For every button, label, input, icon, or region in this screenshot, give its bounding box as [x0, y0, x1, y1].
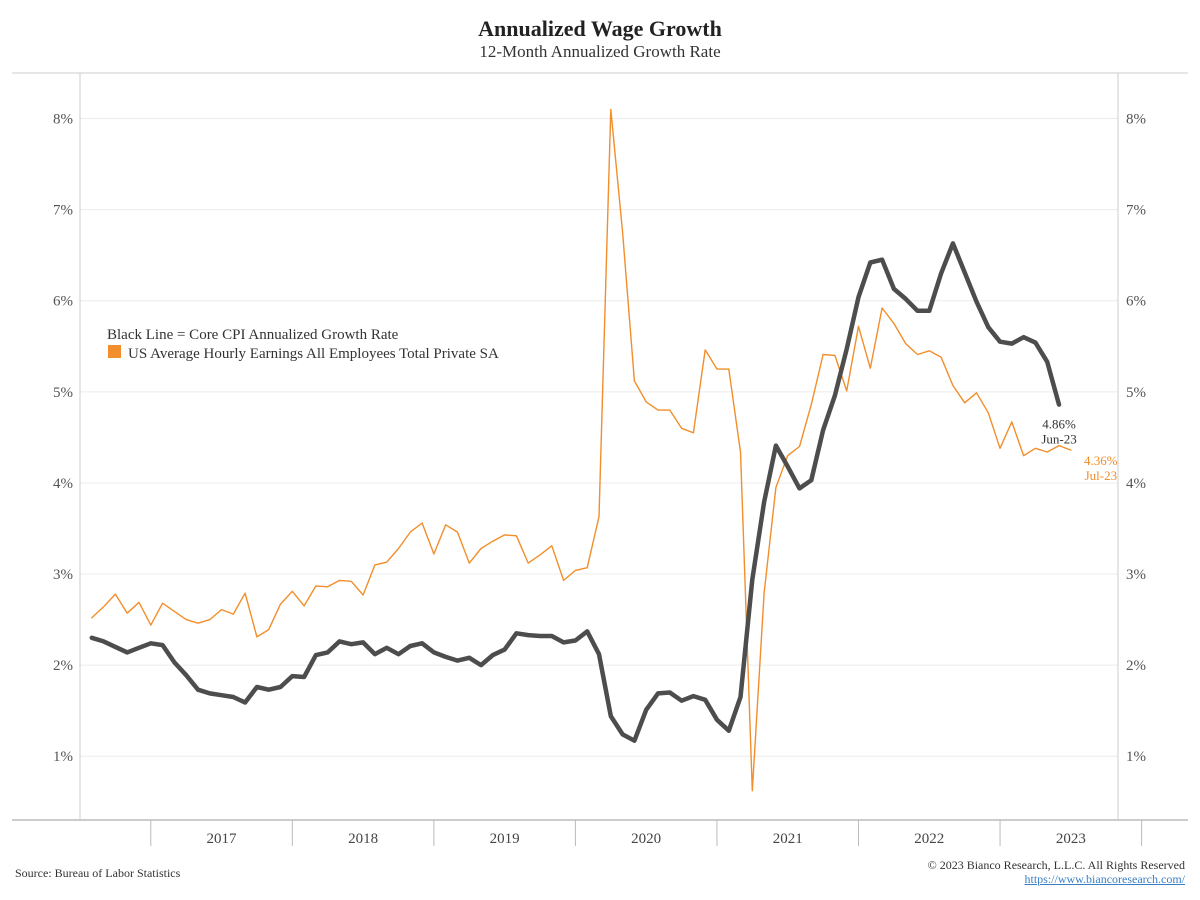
core-cpi-line — [89, 241, 1062, 743]
legend: Black Line = Core CPI Annualized Growth … — [107, 327, 499, 362]
chart-subtitle: 12-Month Annualized Growth Rate — [479, 42, 721, 61]
x-axis-ticks: 2017 2018 2019 2020 2021 2022 2023 — [150, 820, 1143, 847]
y-tick-label-right: 1% — [1126, 749, 1146, 765]
x-tick-label: 2021 — [773, 831, 803, 847]
website-link[interactable]: https://www.biancoresearch.com/ — [1024, 872, 1185, 886]
series-lines — [89, 108, 1072, 792]
y-tick-label-left: 6% — [53, 294, 73, 310]
y-tick-label-left: 8% — [53, 112, 73, 128]
end-annotations: 4.86%Jun-23 4.36%Jul-23 — [1041, 417, 1117, 484]
y-tick-label-left: 5% — [53, 385, 73, 401]
legend-entry-earnings: US Average Hourly Earnings All Employees… — [128, 346, 499, 362]
x-tick-label: 2019 — [490, 831, 520, 847]
y-tick-label-left: 4% — [53, 476, 73, 492]
copyright-block: © 2023 Bianco Research, L.L.C. All Right… — [928, 858, 1185, 886]
y-tick-label-left: 2% — [53, 658, 73, 674]
annotation-date: Jul-23 — [1085, 468, 1118, 483]
annotation-value: 4.86% — [1042, 417, 1076, 432]
y-tick-label-right: 7% — [1126, 203, 1146, 219]
y-tick-label-left: 7% — [53, 203, 73, 219]
x-tick-label: 2020 — [631, 831, 661, 847]
chart-title: Annualized Wage Growth — [478, 16, 722, 41]
y-tick-label-left: 1% — [53, 749, 73, 765]
hourly-earnings-line — [91, 108, 1072, 792]
y-tick-label-right: 8% — [1126, 112, 1146, 128]
x-tick-label: 2022 — [914, 831, 944, 847]
annotation-value: 4.36% — [1084, 453, 1118, 468]
source-note: Source: Bureau of Labor Statistics — [15, 866, 181, 880]
y-tick-label-right: 4% — [1126, 476, 1146, 492]
y-tick-label-right: 5% — [1126, 385, 1146, 401]
y-tick-label-left: 3% — [53, 567, 73, 583]
copyright-text: © 2023 Bianco Research, L.L.C. All Right… — [927, 858, 1185, 872]
x-tick-label: 2023 — [1056, 831, 1086, 847]
x-tick-label: 2018 — [348, 831, 378, 847]
legend-swatch-earnings — [108, 345, 121, 358]
annotation-date: Jun-23 — [1041, 432, 1076, 447]
y-tick-label-right: 3% — [1126, 567, 1146, 583]
legend-entry-core-cpi: Black Line = Core CPI Annualized Growth … — [107, 327, 399, 343]
y-tick-label-right: 2% — [1126, 658, 1146, 674]
y-tick-label-right: 6% — [1126, 294, 1146, 310]
chart-frame — [12, 72, 1188, 821]
x-tick-label: 2017 — [207, 831, 238, 847]
y-axis-ticks: 1% 1% 2% 2% 3% 3% 4% 4% 5% 5% 6% 6% 7% 7% 8% 8% — [53, 112, 1146, 766]
